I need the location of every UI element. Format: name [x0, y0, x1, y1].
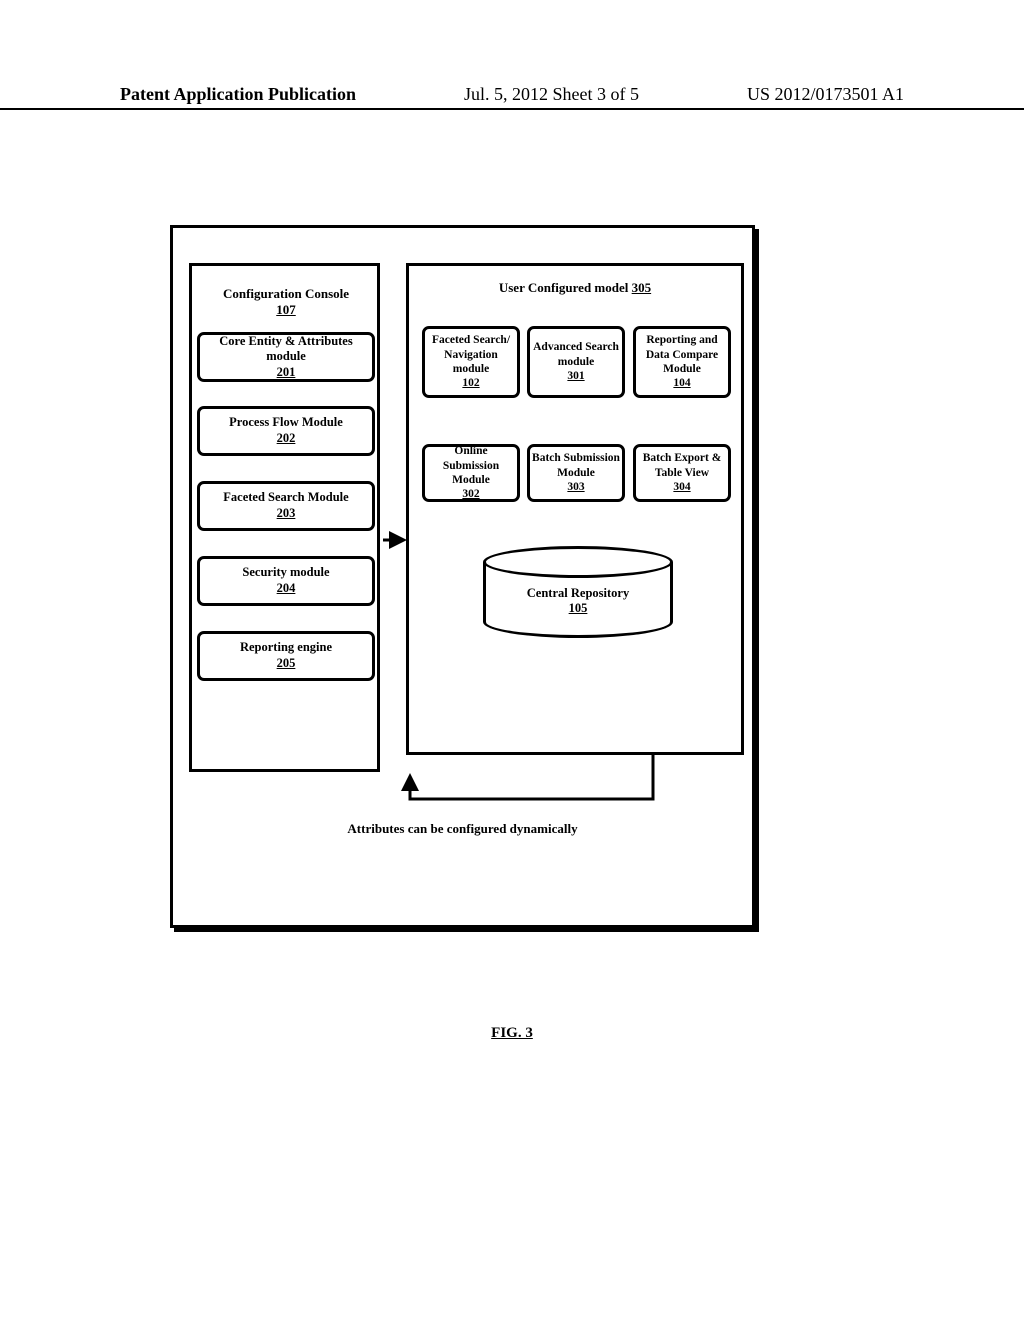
advanced-search-module: Advanced Search module 301: [527, 326, 625, 398]
central-repository-label-wrap: Central Repository 105: [483, 586, 673, 616]
process-flow-label: Process Flow Module: [229, 415, 343, 431]
reporting-compare-label: Reporting and Data Compare Module: [637, 333, 727, 376]
config-console-title-text: Configuration Console: [223, 286, 349, 302]
reporting-compare-ref: 104: [673, 376, 690, 390]
core-entity-module: Core Entity & Attributes module 201: [197, 332, 375, 382]
batch-export-module: Batch Export & Table View 304: [633, 444, 731, 502]
security-label: Security module: [242, 565, 329, 581]
process-flow-ref: 202: [277, 431, 296, 447]
cylinder-top: [483, 546, 673, 578]
faceted-search-nav-ref: 102: [462, 376, 479, 390]
reporting-engine-module: Reporting engine 205: [197, 631, 375, 681]
central-repository-ref: 105: [569, 601, 588, 615]
advanced-search-ref: 301: [567, 369, 584, 383]
central-repository: Central Repository 105: [483, 546, 673, 638]
config-console-title-ref: 107: [276, 302, 296, 318]
advanced-search-label: Advanced Search module: [531, 340, 621, 369]
faceted-search-nav-label: Faceted Search/ Navigation module: [426, 333, 516, 376]
page-header: Patent Application Publication Jul. 5, 2…: [0, 84, 1024, 110]
online-submission-ref: 302: [462, 487, 479, 501]
reporting-compare-module: Reporting and Data Compare Module 104: [633, 326, 731, 398]
diagram-frame: Configuration Console 107 Core Entity & …: [170, 225, 755, 928]
faceted-search-left-ref: 203: [277, 506, 296, 522]
user-configured-title-text: User Configured model: [499, 280, 629, 295]
faceted-search-nav-module: Faceted Search/ Navigation module 102: [422, 326, 520, 398]
batch-submission-ref: 303: [567, 480, 584, 494]
right-panel: User Configured model 305 Faceted Search…: [406, 263, 744, 755]
batch-export-ref: 304: [673, 480, 690, 494]
diagram-caption: Attributes can be configured dynamically: [173, 821, 752, 837]
online-submission-label: Online Submission Module: [426, 444, 516, 487]
header-center: Jul. 5, 2012 Sheet 3 of 5: [464, 84, 639, 105]
faceted-search-left-label: Faceted Search Module: [223, 490, 348, 506]
user-configured-title-ref: 305: [632, 280, 652, 295]
left-panel: Configuration Console 107 Core Entity & …: [189, 263, 380, 772]
user-configured-title: User Configured model 305: [409, 280, 741, 296]
feedback-arrow: [410, 755, 653, 799]
process-flow-module: Process Flow Module 202: [197, 406, 375, 456]
security-module: Security module 204: [197, 556, 375, 606]
batch-submission-label: Batch Submission Module: [531, 451, 621, 480]
header-right: US 2012/0173501 A1: [747, 84, 904, 105]
core-entity-ref: 201: [277, 365, 296, 381]
core-entity-label: Core Entity & Attributes module: [201, 334, 371, 365]
reporting-engine-label: Reporting engine: [240, 640, 332, 656]
batch-submission-module: Batch Submission Module 303: [527, 444, 625, 502]
faceted-search-left-module: Faceted Search Module 203: [197, 481, 375, 531]
config-console-title: Configuration Console 107: [197, 276, 375, 328]
reporting-engine-ref: 205: [277, 656, 296, 672]
central-repository-label: Central Repository: [527, 586, 629, 600]
header-left: Patent Application Publication: [120, 84, 356, 105]
batch-export-label: Batch Export & Table View: [637, 451, 727, 480]
security-ref: 204: [277, 581, 296, 597]
online-submission-module: Online Submission Module 302: [422, 444, 520, 502]
figure-label: FIG. 3: [0, 1025, 1024, 1042]
